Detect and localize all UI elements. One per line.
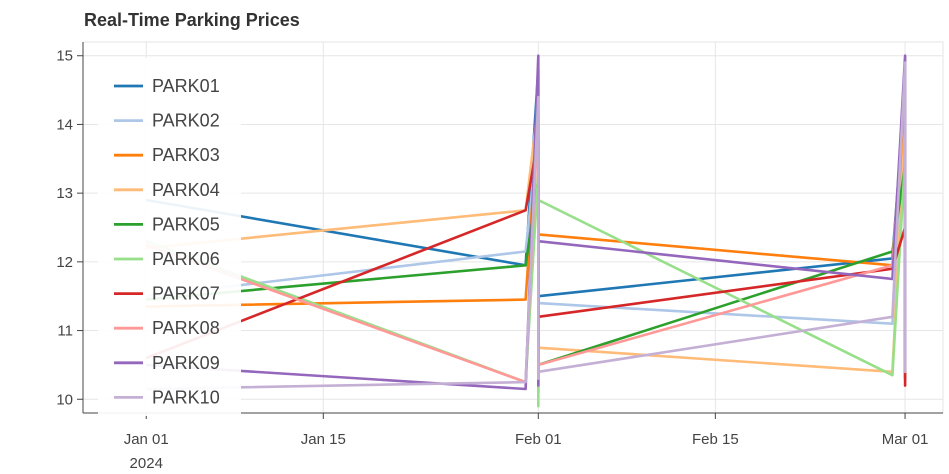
legend-label: PARK10 (152, 387, 220, 407)
legend-label: PARK03 (152, 145, 220, 165)
y-tick-label: 11 (57, 323, 73, 340)
legend-label: PARK07 (152, 284, 220, 304)
series-lines (145, 54, 907, 408)
series-line-park02 (146, 81, 907, 380)
legend-label: PARK02 (152, 111, 220, 131)
y-tick-label: 13 (56, 185, 73, 202)
legend-label: PARK06 (152, 249, 220, 269)
legend: PARK01 PARK02 PARK03 PARK04 PARK05 PARK06 PARK… (98, 58, 241, 416)
legend-label: PARK09 (152, 353, 220, 373)
axes: 10 11 12 13 14 15 Jan 01 2024 Jan 15 Feb 01 Feb 15… (56, 42, 943, 472)
chart-title: Real-Time Parking Prices (84, 10, 300, 30)
series-line-park01 (145, 68, 907, 394)
legend-label: PARK08 (152, 318, 220, 338)
y-tick-label: 14 (56, 116, 73, 133)
legend-box (98, 58, 241, 416)
y-tick-label: 12 (56, 254, 73, 271)
x-tick-sublabel: 2024 (130, 455, 163, 472)
series-line-park09 (146, 54, 907, 391)
x-tick-label: Feb 15 (692, 431, 739, 448)
legend-label: PARK04 (152, 180, 220, 200)
legend-label: PARK05 (152, 214, 220, 234)
x-tick-label: Jan 01 (124, 431, 169, 448)
y-tick-label: 15 (56, 48, 73, 65)
y-tick-label: 10 (56, 391, 73, 408)
legend-label: PARK01 (152, 76, 220, 96)
series-line-park10 (146, 61, 907, 391)
x-tick-label: Jan 15 (301, 431, 346, 448)
x-tick-label: Mar 01 (882, 431, 929, 448)
x-tick-label: Feb 01 (515, 431, 562, 448)
series-line-park08 (145, 81, 907, 384)
